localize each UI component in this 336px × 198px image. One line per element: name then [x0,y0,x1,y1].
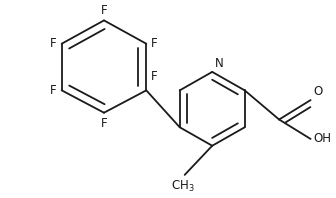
Text: OH: OH [313,132,332,146]
Text: F: F [151,69,158,83]
Text: CH$_3$: CH$_3$ [171,179,195,194]
Text: O: O [313,85,323,98]
Text: N: N [215,57,224,70]
Text: F: F [101,117,107,130]
Text: F: F [50,37,57,50]
Text: F: F [151,37,158,50]
Text: F: F [50,84,57,97]
Text: F: F [101,4,107,16]
